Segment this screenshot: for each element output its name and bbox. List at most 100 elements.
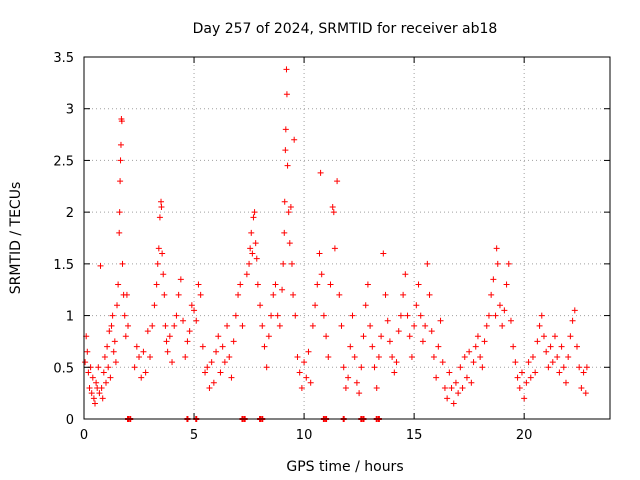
data-point <box>116 209 123 216</box>
data-point <box>336 291 343 298</box>
data-point <box>345 374 352 381</box>
data-point <box>318 271 325 278</box>
data-point <box>136 353 143 360</box>
data-point <box>110 348 117 355</box>
data-point <box>330 209 337 216</box>
data-point <box>549 359 556 366</box>
data-point <box>292 312 299 319</box>
y-tick-label: 1.5 <box>53 258 74 273</box>
y-tick-label: 0.5 <box>53 361 74 376</box>
data-point <box>82 359 89 366</box>
data-point <box>545 364 552 371</box>
data-point <box>507 317 514 324</box>
data-point <box>514 374 521 381</box>
data-point <box>291 136 298 143</box>
data-point <box>457 364 464 371</box>
data-point <box>516 384 523 391</box>
data-point <box>430 353 437 360</box>
data-point <box>556 369 563 376</box>
data-point <box>279 286 286 293</box>
data-point <box>483 322 490 329</box>
data-point <box>117 141 124 148</box>
x-tick-label: 15 <box>406 428 423 443</box>
data-point <box>334 178 341 185</box>
data-point <box>162 322 169 329</box>
y-tick-label: 2 <box>66 206 74 221</box>
data-point <box>562 379 569 386</box>
data-point <box>265 333 272 340</box>
data-point <box>98 384 105 391</box>
data-point <box>263 364 270 371</box>
data-point <box>569 317 576 324</box>
data-point <box>122 333 129 340</box>
data-point <box>523 379 530 386</box>
data-point <box>249 250 256 257</box>
data-point <box>281 198 288 205</box>
data-point <box>353 379 360 386</box>
data-point <box>578 384 585 391</box>
data-point <box>342 384 349 391</box>
data-point <box>317 169 324 176</box>
data-point <box>119 260 126 267</box>
gridlines <box>84 57 610 419</box>
data-point <box>351 353 358 360</box>
data-point <box>230 338 237 345</box>
data-point <box>422 322 429 329</box>
data-point <box>158 203 165 210</box>
x-tick-label: 20 <box>516 428 533 443</box>
data-point <box>393 359 400 366</box>
data-point <box>111 338 118 345</box>
data-point <box>382 291 389 298</box>
data-point <box>105 364 112 371</box>
data-point <box>389 353 396 360</box>
data-point <box>327 281 334 288</box>
data-point <box>349 312 356 319</box>
data-point <box>228 374 235 381</box>
data-point <box>149 322 156 329</box>
data-point <box>153 281 160 288</box>
data-point <box>331 245 338 252</box>
data-point <box>276 322 283 329</box>
data-point <box>210 379 217 386</box>
data-point <box>117 157 124 164</box>
data-point <box>235 291 242 298</box>
data-point <box>169 359 176 366</box>
data-point <box>417 312 424 319</box>
data-point <box>316 250 323 257</box>
plot-frame <box>83 56 611 420</box>
data-point <box>101 353 108 360</box>
data-point <box>408 353 415 360</box>
y-axis-ticks: 0 0.5 1 1.5 2 2.5 3 3.5 <box>53 51 610 428</box>
data-point <box>477 353 484 360</box>
data-point <box>505 260 512 267</box>
data-point <box>86 384 93 391</box>
data-point <box>452 379 459 386</box>
x-axis-label: GPS time / hours <box>286 459 403 475</box>
data-point <box>144 328 151 335</box>
data-point <box>433 374 440 381</box>
data-point <box>213 348 220 355</box>
data-point <box>329 203 336 210</box>
data-point <box>307 379 314 386</box>
data-point <box>309 322 316 329</box>
data-point <box>100 369 107 376</box>
data-point <box>215 333 222 340</box>
y-tick-label: 3.5 <box>53 51 74 66</box>
data-point <box>282 147 289 154</box>
data-point <box>193 317 200 324</box>
data-point <box>567 333 574 340</box>
chart-title: Day 257 of 2024, SRMTID for receiver ab1… <box>193 21 498 37</box>
data-point <box>375 353 382 360</box>
data-point <box>252 240 259 247</box>
data-point <box>411 322 418 329</box>
data-point <box>455 390 462 397</box>
data-point <box>253 255 260 262</box>
data-point <box>386 338 393 345</box>
data-point <box>204 364 211 371</box>
data-point <box>503 281 510 288</box>
data-point <box>89 374 96 381</box>
data-point <box>125 322 132 329</box>
data-point <box>406 333 413 340</box>
data-point <box>221 359 228 366</box>
